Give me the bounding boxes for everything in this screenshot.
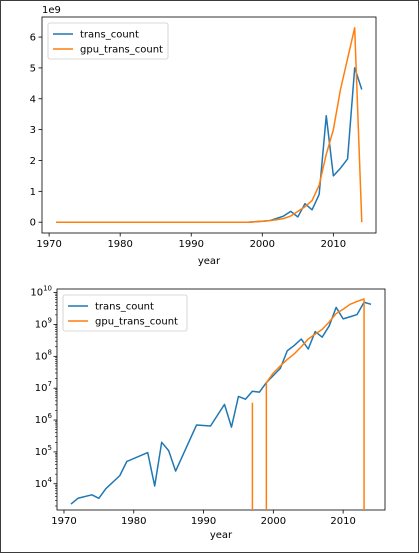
x-tick-label: 1970 — [36, 239, 61, 250]
chart-bottom: 1970 1980 1990 2000 2010 104 105 106 107 108 109 1… — [30, 285, 386, 541]
y-tick-label: 109 — [35, 316, 52, 330]
series-line-gpu-trans-count — [56, 27, 363, 223]
y-tick-label: 6 — [30, 33, 36, 44]
y-tick-label: 2 — [30, 156, 36, 167]
series-line-trans-count — [70, 301, 372, 505]
y-tick-label: 5 — [30, 63, 36, 74]
y-tick-label: 106 — [35, 412, 53, 426]
y-tick-label: 0 — [30, 218, 36, 229]
y-tick-label: 1010 — [30, 285, 52, 299]
legend-label: gpu_trans_count — [80, 45, 163, 56]
legend-label: gpu_trans_count — [95, 317, 178, 328]
legend-box — [47, 22, 169, 60]
y-tick-label: 3 — [30, 125, 36, 136]
y-tick-label: 1 — [30, 187, 36, 198]
x-tick-label: 1980 — [121, 516, 146, 527]
legend-label: trans_count — [80, 30, 139, 41]
x-tick-label: 1990 — [191, 516, 216, 527]
y-tick-label: 104 — [35, 476, 53, 490]
chart-top: 1970 1980 1990 2000 2010 0 1 2 3 4 5 6 1e9 year tr… — [30, 5, 377, 267]
x-tick-label: 1980 — [107, 239, 132, 250]
legend-top: trans_count gpu_trans_count — [47, 22, 169, 60]
legend-bottom: trans_count gpu_trans_count — [62, 294, 188, 332]
x-tick-label: 1970 — [51, 516, 76, 527]
legend-label: trans_count — [95, 302, 154, 313]
x-tick-label: 1990 — [179, 239, 204, 250]
x-tick-label: 2010 — [330, 516, 355, 527]
series-line-gpu-trans-count — [251, 298, 365, 510]
y-tick-label: 108 — [35, 348, 52, 362]
y-tick-label: 107 — [35, 380, 52, 394]
y-tick-label: 105 — [35, 444, 52, 458]
legend-box — [62, 294, 188, 332]
x-tick-label: 2000 — [261, 516, 286, 527]
x-axis-label-top: year — [198, 256, 221, 267]
x-tick-label: 2000 — [250, 239, 275, 250]
x-tick-label: 2010 — [321, 239, 346, 250]
y-tick-label: 4 — [30, 94, 36, 105]
y-offset-label-top: 1e9 — [42, 5, 61, 16]
x-axis-label-bottom: year — [210, 530, 233, 541]
